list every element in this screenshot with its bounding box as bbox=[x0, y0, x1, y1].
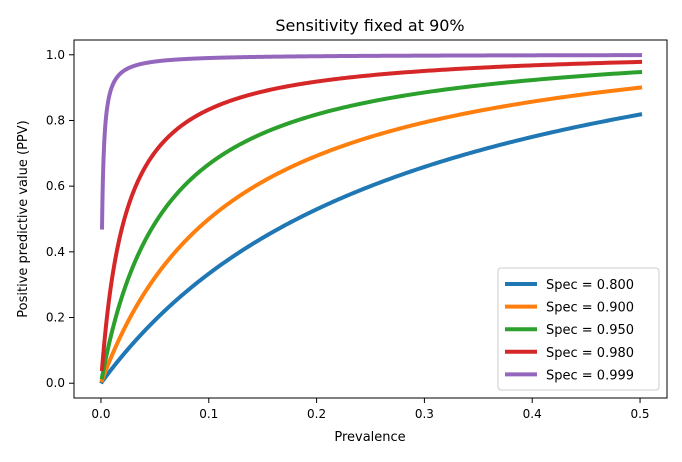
y-tick-label: 0.0 bbox=[46, 376, 65, 390]
series-line-5 bbox=[100, 53, 643, 230]
x-tick-label: 0.0 bbox=[91, 407, 110, 421]
y-axis-label: Positive predictive value (PPV) bbox=[16, 120, 31, 317]
legend-box bbox=[497, 267, 660, 391]
chart-title: Sensitivity fixed at 90% bbox=[275, 16, 464, 35]
y-tick-label: 0.6 bbox=[46, 179, 65, 193]
legend: Spec = 0.800 Spec = 0.900 Spec = 0.950 Spec… bbox=[497, 267, 660, 391]
y-tick-label: 0.2 bbox=[46, 311, 65, 325]
series-line-4 bbox=[99, 59, 643, 372]
legend-label: Spec = 0.900 bbox=[546, 301, 634, 316]
legend-entries: Spec = 0.800 Spec = 0.900 Spec = 0.950 Spec… bbox=[505, 278, 634, 383]
y-axis-ticks: 0.0 0.2 0.4 0.6 0.8 1.0 bbox=[46, 48, 74, 390]
y-tick-label: 0.4 bbox=[46, 245, 65, 259]
x-tick-label: 0.3 bbox=[415, 407, 434, 421]
y-tick-label: 1.0 bbox=[46, 48, 65, 62]
x-tick-label: 0.4 bbox=[523, 407, 542, 421]
x-tick-label: 0.2 bbox=[307, 407, 326, 421]
x-tick-label: 0.1 bbox=[199, 407, 218, 421]
legend-label: Spec = 0.800 bbox=[546, 278, 634, 293]
legend-label: Spec = 0.950 bbox=[546, 323, 634, 338]
x-axis-ticks: 0.0 0.1 0.2 0.3 0.4 0.5 bbox=[91, 398, 650, 421]
plot-lines bbox=[99, 53, 643, 385]
legend-label: Spec = 0.980 bbox=[546, 346, 634, 361]
legend-label: Spec = 0.999 bbox=[546, 368, 634, 383]
x-tick-label: 0.5 bbox=[630, 407, 649, 421]
plot-frame bbox=[73, 39, 668, 399]
y-tick-label: 0.8 bbox=[46, 113, 65, 127]
x-axis-label: Prevalence bbox=[334, 430, 405, 445]
